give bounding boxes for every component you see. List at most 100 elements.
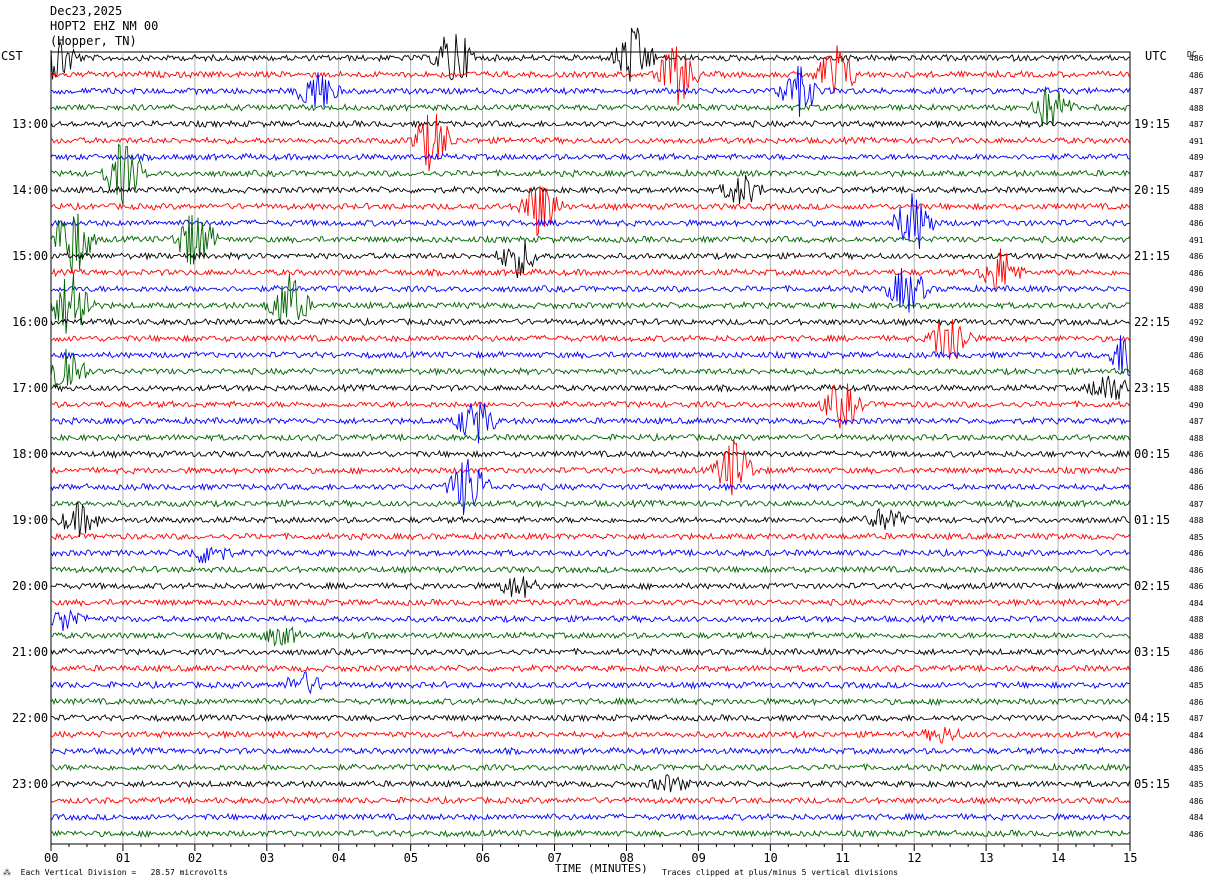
dc-offset-label: 492 <box>1189 318 1204 327</box>
x-tick-label: 15 <box>1123 851 1138 865</box>
dc-offset-label: 486 <box>1189 829 1204 839</box>
left-zone-label: CST <box>1 49 23 63</box>
dc-offset-label: 490 <box>1189 400 1204 410</box>
dc-offset-label: 485 <box>1189 681 1204 690</box>
trace-row <box>50 565 1130 575</box>
x-tick-label: 12 <box>907 851 922 865</box>
trace-row <box>50 671 1130 695</box>
dc-offset-label: 486 <box>1189 697 1204 707</box>
trace-row <box>50 383 1130 429</box>
dc-offset-label: 489 <box>1189 153 1204 162</box>
x-tick-label: 14 <box>1051 851 1066 865</box>
x-tick-label: 08 <box>619 851 634 865</box>
dc-offset-label: 486 <box>1189 252 1204 261</box>
location-label: (Hopper, TN) <box>50 34 137 48</box>
trace-row <box>50 597 1130 608</box>
dc-offset-label: 486 <box>1189 54 1204 63</box>
x-axis-title: TIME (MINUTES) <box>555 862 648 875</box>
trace-row <box>50 498 1130 509</box>
trace-row <box>50 402 1130 444</box>
trace-row <box>50 113 1130 172</box>
station-label: HOPT2 EHZ NM 00 <box>50 19 159 33</box>
dc-offset-label: 485 <box>1189 532 1204 542</box>
dc-offset-label: 486 <box>1189 450 1204 459</box>
dc-offset-label: 486 <box>1189 70 1204 80</box>
left-hour-label: 15:00 <box>12 249 49 263</box>
dc-offset-label: 484 <box>1189 598 1204 608</box>
x-tick-label: 09 <box>691 851 706 865</box>
x-tick-label: 13 <box>979 851 994 865</box>
right-hour-label: 00:15 <box>1134 447 1171 461</box>
x-tick-label: 07 <box>547 851 562 865</box>
trace-row <box>50 663 1130 674</box>
trace-row <box>50 119 1130 129</box>
dc-offset-label: 488 <box>1189 202 1204 212</box>
dc-offset-label: 490 <box>1189 334 1204 344</box>
x-tick-label: 06 <box>475 851 491 865</box>
dc-offset-label: 486 <box>1189 351 1204 360</box>
left-hour-label: 13:00 <box>12 117 49 131</box>
trace-row <box>50 268 1130 313</box>
trace-row <box>50 65 1130 117</box>
plot-frame <box>50 51 1131 845</box>
trace-row <box>50 193 1130 250</box>
dc-offset-label: 486 <box>1189 648 1204 657</box>
dc-offset-label: 486 <box>1189 565 1204 575</box>
trace-row <box>50 317 1130 327</box>
trace-row <box>50 143 1130 206</box>
left-hour-label: 19:00 <box>12 513 49 527</box>
dc-offset-label: 487 <box>1189 169 1204 179</box>
dc-offset-label: 488 <box>1189 103 1204 113</box>
trace-row <box>50 713 1130 723</box>
dc-offset-label: 489 <box>1189 186 1204 195</box>
trace-row <box>50 608 1130 632</box>
clip-note: Traces clipped at plus/minus 5 vertical … <box>662 868 899 877</box>
dc-header-label: DC <box>1187 50 1197 59</box>
left-hour-label: 21:00 <box>12 645 49 659</box>
trace-row <box>50 795 1130 806</box>
trace-row <box>50 86 1130 127</box>
dc-offset-label: 487 <box>1189 499 1204 509</box>
dc-offset-label: 486 <box>1189 466 1204 476</box>
dc-offset-label: 486 <box>1189 582 1204 591</box>
left-hour-label: 16:00 <box>12 315 49 329</box>
trace-row <box>50 647 1130 657</box>
dc-offset-label: 487 <box>1189 714 1204 723</box>
trace-row <box>50 531 1130 541</box>
dc-offset-label: 488 <box>1189 433 1204 443</box>
dc-offset-label: 487 <box>1189 87 1204 96</box>
left-hour-label: 18:00 <box>12 447 49 461</box>
dc-offset-label: 485 <box>1189 780 1204 789</box>
dc-offset-label: 491 <box>1189 235 1204 245</box>
right-hour-label: 19:15 <box>1134 117 1171 131</box>
dc-offset-label: 485 <box>1189 763 1204 773</box>
trace-row <box>50 319 1130 360</box>
dc-offset-label: 486 <box>1189 664 1204 674</box>
trace-row <box>50 27 1130 82</box>
right-zone-label: UTC <box>1145 49 1167 63</box>
x-tick-label: 04 <box>331 851 347 865</box>
dc-offset-label: 486 <box>1189 483 1204 492</box>
dc-offset-label: 487 <box>1189 417 1204 426</box>
x-tick-label: 10 <box>763 851 778 865</box>
right-hour-label: 03:15 <box>1134 645 1171 659</box>
trace-row <box>50 746 1130 756</box>
right-hour-label: 20:15 <box>1134 183 1171 197</box>
dc-offset-label: 486 <box>1189 219 1204 228</box>
x-tick-label: 00 <box>44 851 59 865</box>
trace-row <box>50 828 1130 839</box>
trace-row <box>51 762 1130 772</box>
trace-row <box>50 439 1130 496</box>
dc-offset-label: 468 <box>1189 367 1204 377</box>
dc-offset-label: 488 <box>1189 516 1204 525</box>
dc-offset-label: 487 <box>1189 120 1204 129</box>
trace-row <box>50 185 1130 237</box>
dc-offset-label: 486 <box>1189 549 1204 558</box>
x-tick-label: 11 <box>835 851 850 865</box>
dc-offset-label: 484 <box>1189 813 1204 822</box>
right-hour-label: 05:15 <box>1134 777 1171 791</box>
trace-row <box>50 348 1130 388</box>
dc-offset-label: 488 <box>1189 301 1204 311</box>
trace-row <box>50 273 1130 334</box>
trace-row <box>50 696 1130 707</box>
